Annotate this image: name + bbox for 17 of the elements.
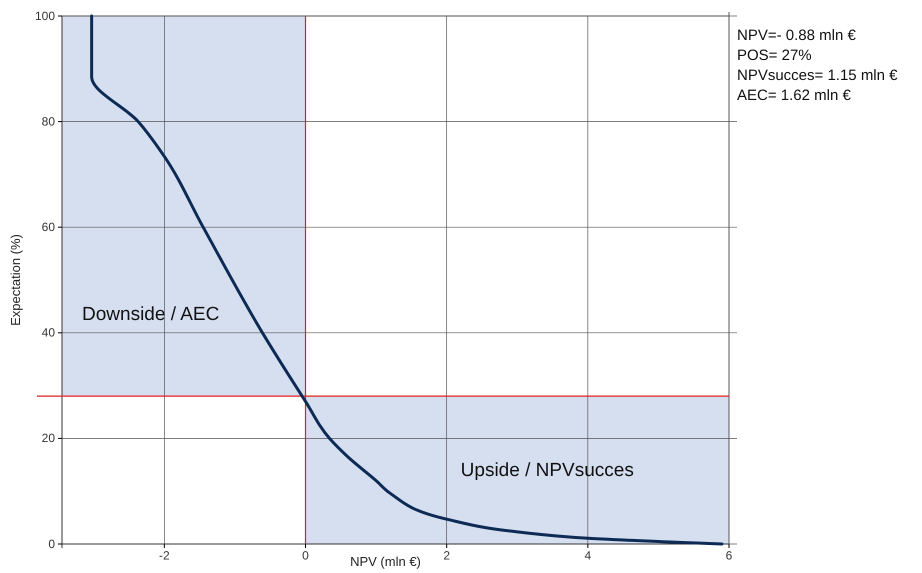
text: POS= 27%: [737, 47, 812, 64]
x-tick-label: 6: [726, 548, 733, 563]
x-tick-label: 2: [443, 548, 450, 563]
y-tick-label: 0: [48, 536, 56, 551]
y-axis-title: Expectation (%): [8, 234, 23, 326]
text: AEC= 1.62 mln €: [737, 87, 852, 104]
text: NPVsucces= 1.15 mln €: [737, 67, 898, 84]
x-tick-label: 4: [584, 548, 592, 563]
y-tick-label: 40: [42, 326, 56, 340]
y-tick-label: 20: [42, 431, 56, 446]
x-axis-title: NPV (mln €): [350, 554, 421, 569]
y-tick-label: 100: [34, 8, 56, 23]
x-tick-label: 0: [302, 548, 310, 563]
x-tick-label: -2: [159, 548, 170, 563]
text: NPV=- 0.88 mln €: [737, 27, 856, 44]
y-tick-label: 80: [42, 114, 56, 128]
y-tick-label: 60: [42, 220, 56, 234]
